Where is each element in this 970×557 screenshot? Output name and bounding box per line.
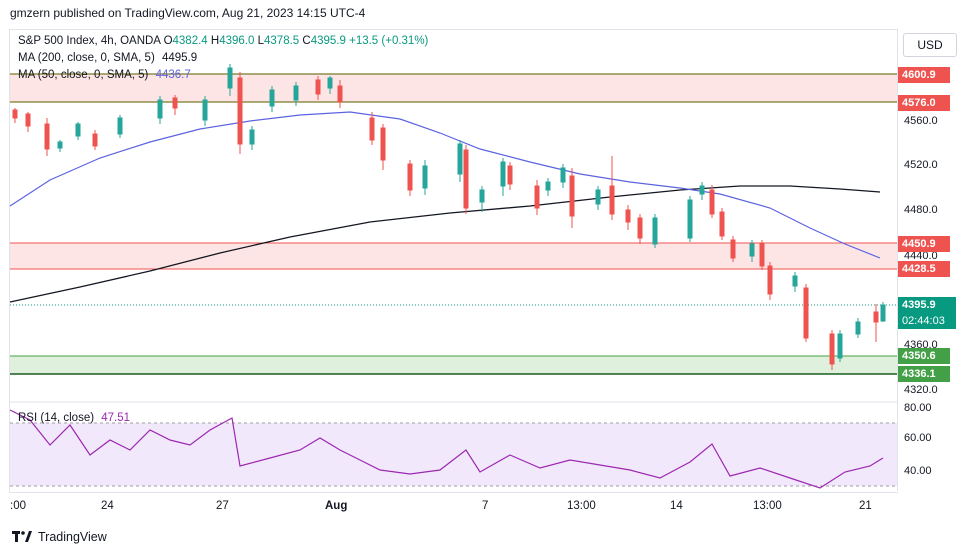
currency-button[interactable]: USD: [903, 33, 957, 57]
rsi-legend: RSI (14, close) 47.51: [18, 412, 131, 424]
ma50-legend: MA (50, close, 0, SMA, 5) 4436.7: [18, 69, 191, 81]
time-tick: 13:00: [753, 500, 782, 512]
ohlc-legend: S&P 500 Index, 4h, OANDA O4382.4 H4396.0…: [18, 35, 429, 47]
price-tick: 4320.0: [904, 384, 938, 396]
publish-line: gmzern published on TradingView.com, Aug…: [10, 6, 366, 20]
level-tag: 4336.1: [898, 366, 950, 382]
time-tick: 14: [670, 500, 683, 512]
rsi-tick: 60.00: [904, 432, 932, 444]
ma200-legend: MA (200, close, 0, SMA, 5) 4495.9: [18, 52, 198, 64]
level-tag: 4428.5: [898, 261, 950, 277]
time-tick: :00: [10, 500, 26, 512]
level-tag: 4600.9: [898, 67, 950, 83]
rsi-line: [9, 409, 884, 489]
level-tag: 4350.6: [898, 348, 950, 364]
chart-pane[interactable]: [9, 29, 898, 493]
price-tick: 4560.0: [904, 115, 938, 127]
change-value: +13.5 (+0.31%): [349, 35, 429, 47]
candles: [12, 64, 886, 370]
resistance-zone-upper: [10, 74, 897, 102]
time-tick: Aug: [325, 500, 348, 512]
time-tick: 24: [101, 500, 114, 512]
time-tick: 7: [482, 500, 489, 512]
price-axis[interactable]: [897, 29, 970, 491]
last-price-tag: 4395.9 02:44:03: [898, 297, 956, 329]
brand-label: TradingView: [38, 530, 107, 544]
rsi-band: [10, 423, 897, 486]
symbol-label: S&P 500 Index, 4h, OANDA: [18, 35, 161, 47]
level-tag: 4576.0: [898, 95, 950, 111]
price-tick: 4480.0: [904, 204, 938, 216]
price-tick: 4520.0: [904, 159, 938, 171]
level-tag: 4450.9: [898, 236, 950, 252]
resistance-zone-lower: [10, 243, 897, 269]
price-tick: 4440.0: [904, 250, 938, 262]
time-tick: 13:00: [567, 500, 596, 512]
rsi-tick: 40.00: [904, 465, 932, 477]
tradingview-logo-icon: [12, 531, 32, 542]
ma50-line: [9, 111, 881, 259]
time-tick: 27: [216, 500, 229, 512]
ma200-line: [9, 185, 881, 303]
rsi-tick: 80.00: [904, 402, 932, 414]
support-zone: [10, 356, 897, 374]
time-tick: 21: [859, 500, 872, 512]
footer: TradingView: [12, 530, 107, 544]
